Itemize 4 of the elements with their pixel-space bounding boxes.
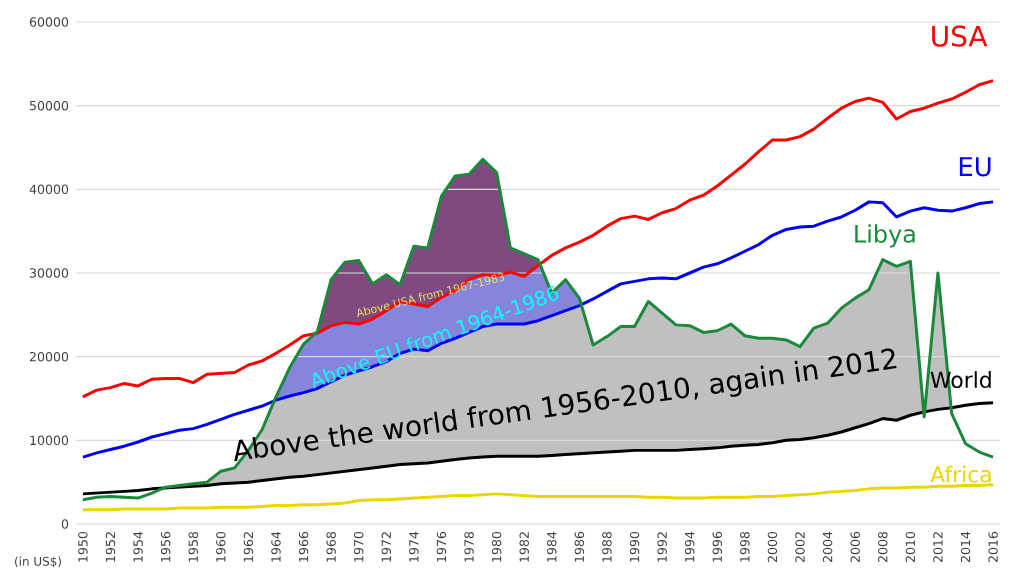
series-label: Africa	[930, 465, 991, 483]
series-label: USA	[932, 25, 988, 47]
series-label: EU	[959, 157, 991, 177]
series-label: Libya	[855, 224, 915, 248]
